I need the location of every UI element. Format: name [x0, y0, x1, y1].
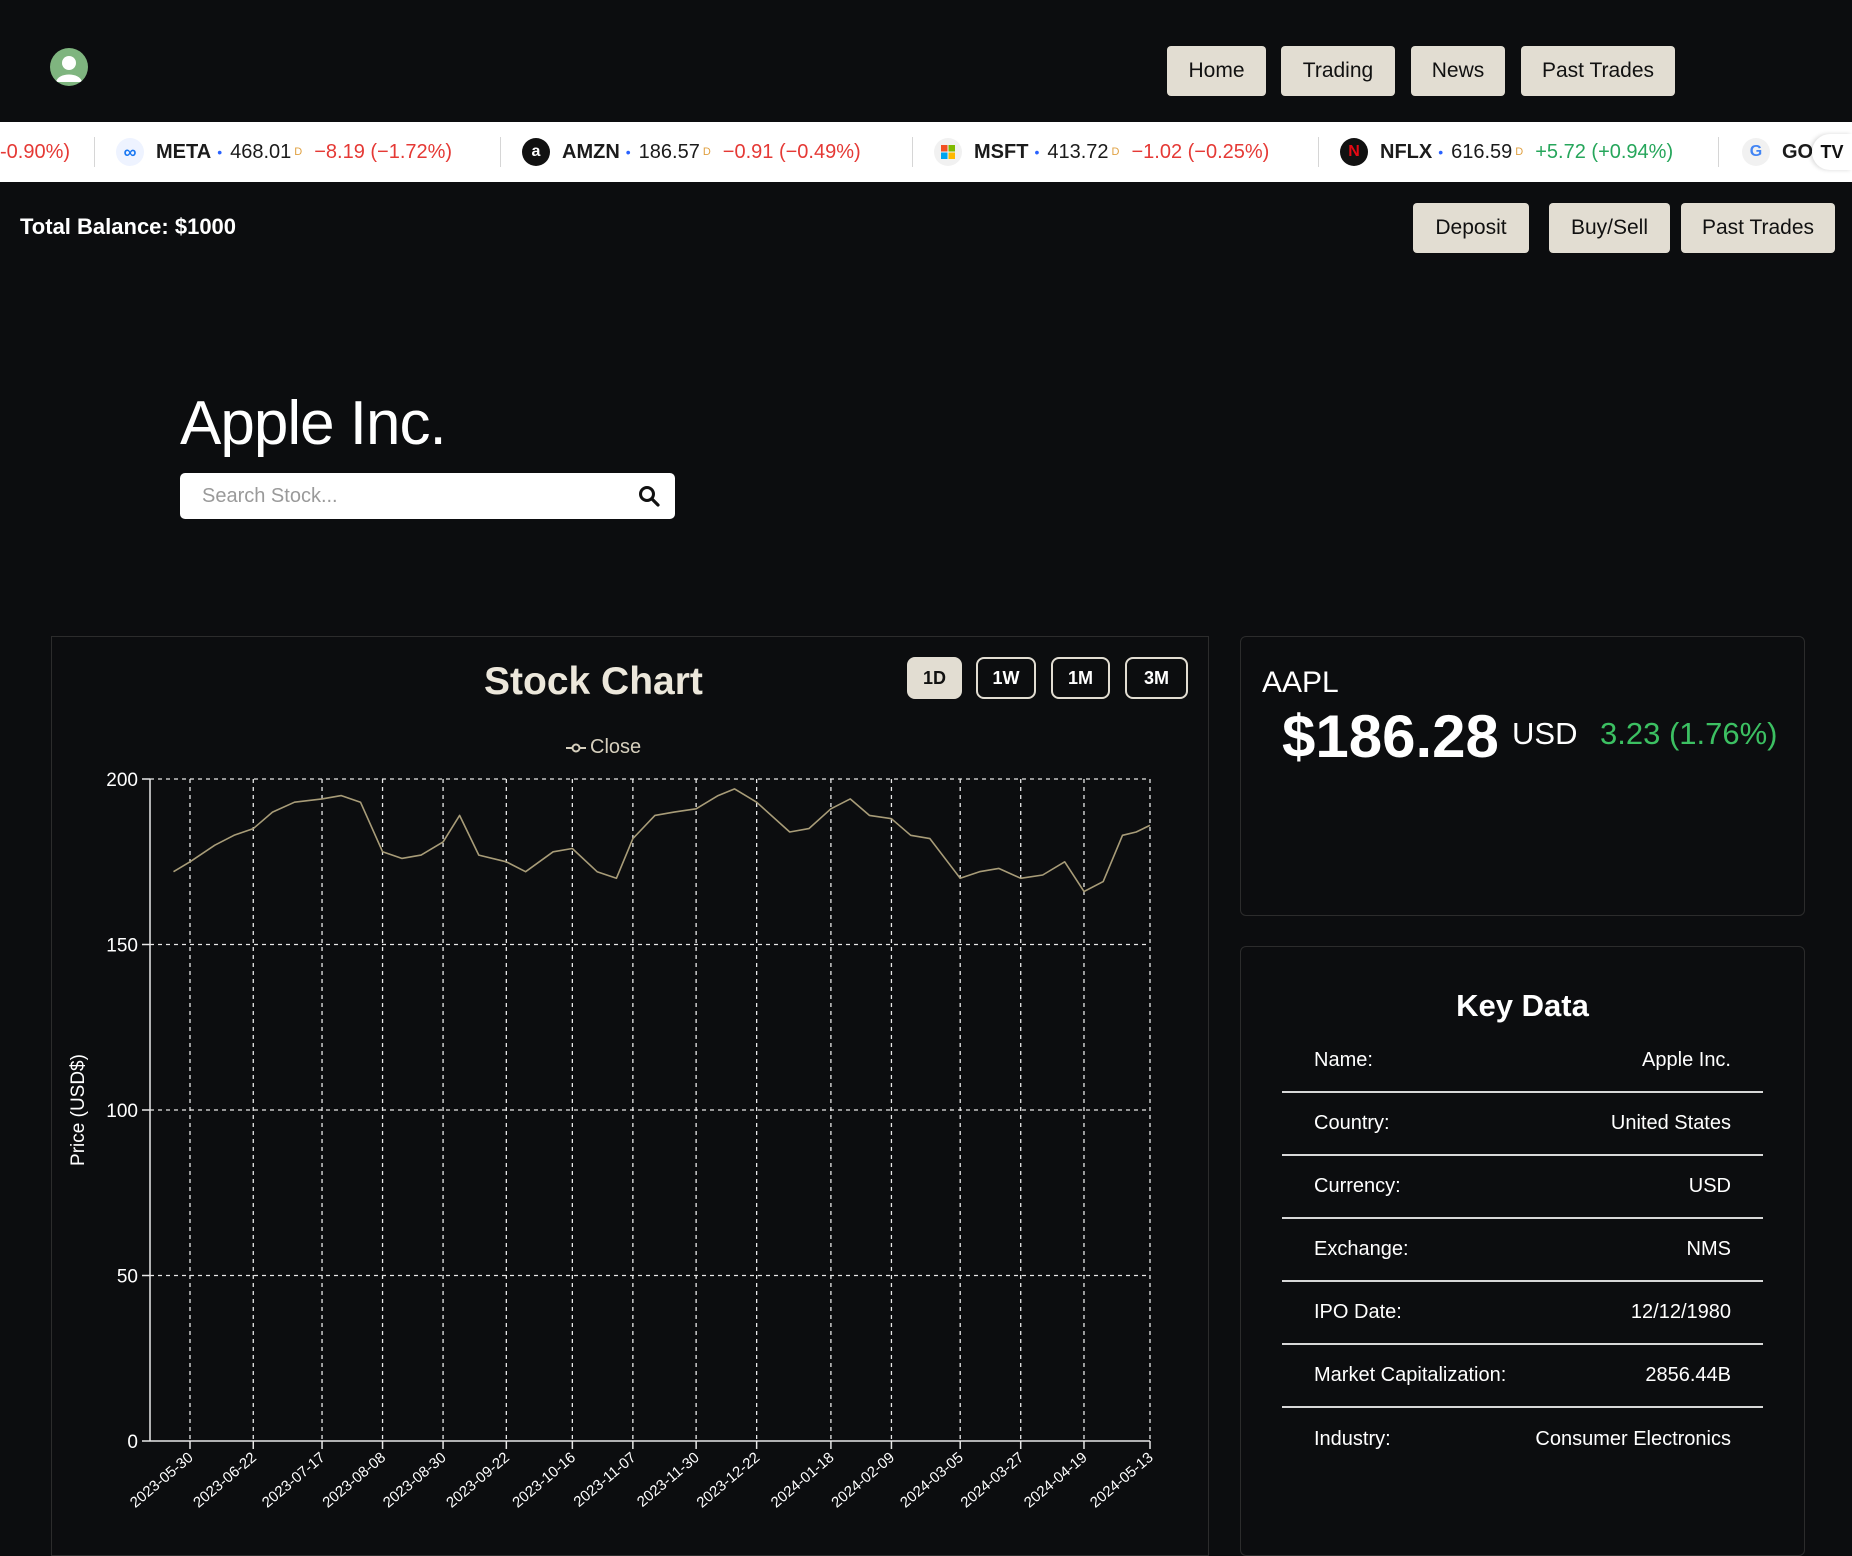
buy-sell-button[interactable]: Buy/Sell — [1549, 203, 1670, 253]
legend-line-icon — [566, 743, 586, 752]
stock-search-input[interactable] — [180, 473, 620, 519]
quote-price: $186.28 — [1282, 703, 1499, 770]
key-data-value: 12/12/1980 — [1630, 1301, 1731, 1323]
quote-currency: USD — [1512, 716, 1578, 751]
nav-home-button[interactable]: Home — [1167, 46, 1266, 96]
key-data-value: Apple Inc. — [1642, 1049, 1731, 1071]
ticker-dot: • — [1438, 144, 1444, 160]
key-data-label: Industry: — [1314, 1428, 1391, 1450]
key-data-row-country: Country: United States — [1282, 1093, 1763, 1156]
key-data-label: Currency: — [1314, 1175, 1401, 1197]
key-data-label: Country: — [1314, 1112, 1390, 1134]
quote-symbol: AAPL — [1262, 666, 1339, 699]
amazon-logo-icon: a — [522, 138, 550, 166]
ticker-dot: • — [217, 144, 223, 160]
ticker-price: 468.01 — [230, 140, 292, 163]
ticker-symbol: NFLX — [1380, 140, 1433, 163]
key-data-row-ipo-date: IPO Date: 12/12/1980 — [1282, 1282, 1763, 1345]
company-title: Apple Inc. — [180, 389, 447, 458]
deposit-button[interactable]: Deposit — [1413, 203, 1529, 253]
key-data-row-market-cap: Market Capitalization: 2856.44B — [1282, 1345, 1763, 1408]
nav-trading-button[interactable]: Trading — [1281, 46, 1395, 96]
ticker-price: 186.57 — [638, 140, 700, 163]
ticker-change: −0.91 (−0.49%) — [722, 140, 861, 163]
ticker-divider — [94, 137, 95, 167]
stock-chart-panel — [51, 636, 1209, 1556]
ticker-symbol: META — [156, 140, 212, 163]
key-data-value: Consumer Electronics — [1535, 1428, 1731, 1450]
key-data-row-exchange: Exchange: NMS — [1282, 1219, 1763, 1282]
quote-card — [1240, 636, 1805, 916]
ticker-item-amzn[interactable]: a AMZN • 186.57 D −0.91 (−0.49%) — [522, 122, 861, 182]
chart-title: Stock Chart — [484, 660, 703, 703]
ticker-change: −8.19 (−1.72%) — [314, 140, 453, 163]
key-data-label: Name: — [1314, 1049, 1373, 1071]
legend-label: Close — [590, 736, 642, 758]
ticker-divider — [500, 137, 501, 167]
microsoft-logo-icon — [934, 138, 962, 166]
ticker-flag: D — [702, 146, 711, 158]
stock-search-box[interactable] — [180, 473, 675, 519]
ticker-symbol: AMZN — [562, 140, 620, 163]
meta-logo-icon: ∞ — [116, 138, 144, 166]
nav-past-trades-button[interactable]: Past Trades — [1521, 46, 1675, 96]
total-balance: Total Balance: $1000 — [20, 214, 237, 239]
ticker-flag: D — [1111, 146, 1120, 158]
key-data-label: Market Capitalization: — [1314, 1364, 1507, 1386]
user-avatar-icon[interactable] — [50, 48, 88, 86]
ticker-change: -0.90%) — [0, 140, 71, 163]
search-icon[interactable] — [637, 484, 661, 513]
ticker-dot: • — [625, 144, 631, 160]
quote-change: 3.23 (1.76%) — [1600, 716, 1778, 751]
range-1m-button[interactable]: 1M — [1051, 657, 1110, 699]
ticker-dot: • — [1034, 144, 1040, 160]
key-data-label: IPO Date: — [1314, 1301, 1402, 1323]
ticker-symbol: GO( — [1782, 140, 1820, 163]
ticker-price: 413.72 — [1047, 140, 1109, 163]
ticker-tape[interactable]: -0.90%) ∞ META • 468.01 D −8.19 (−1.72%)… — [0, 122, 1852, 182]
range-3m-button[interactable]: 3M — [1125, 657, 1188, 699]
google-logo-icon: G — [1742, 138, 1770, 166]
ticker-item-partial[interactable]: -0.90%) — [0, 122, 70, 182]
past-trades-button[interactable]: Past Trades — [1681, 203, 1835, 253]
key-data-value: USD — [1688, 1175, 1731, 1197]
ticker-change: −1.02 (−0.25%) — [1131, 140, 1270, 163]
key-data-label: Exchange: — [1314, 1238, 1409, 1260]
ticker-item-msft[interactable]: MSFT • 413.72 D −1.02 (−0.25%) — [934, 122, 1269, 182]
netflix-logo-icon: N — [1340, 138, 1368, 166]
tradingview-logo-icon[interactable]: TV — [1812, 134, 1852, 170]
ticker-price: 616.59 — [1451, 140, 1513, 163]
ticker-flag: D — [294, 146, 303, 158]
key-data-title: Key Data — [1456, 988, 1589, 1023]
range-1d-button[interactable]: 1D — [907, 657, 962, 699]
key-data-row-industry: Industry: Consumer Electronics — [1282, 1408, 1763, 1471]
key-data-value: United States — [1610, 1112, 1731, 1134]
ticker-item-nflx[interactable]: N NFLX • 616.59 D +5.72 (+0.94%) — [1340, 122, 1673, 182]
ticker-item-goog[interactable]: G GO( — [1742, 122, 1826, 182]
range-1w-button[interactable]: 1W — [976, 657, 1036, 699]
chart-legend[interactable]: Close — [565, 736, 641, 759]
nav-news-button[interactable]: News — [1411, 46, 1505, 96]
ticker-symbol: MSFT — [974, 140, 1029, 163]
ticker-flag: D — [1515, 146, 1524, 158]
key-data-value: 2856.44B — [1645, 1364, 1731, 1386]
ticker-divider — [912, 137, 913, 167]
ticker-item-meta[interactable]: ∞ META • 468.01 D −8.19 (−1.72%) — [116, 122, 452, 182]
ticker-change: +5.72 (+0.94%) — [1535, 140, 1674, 163]
key-data-value: NMS — [1686, 1238, 1731, 1260]
key-data-row-currency: Currency: USD — [1282, 1156, 1763, 1219]
ticker-divider — [1718, 137, 1719, 167]
ticker-divider — [1318, 137, 1319, 167]
key-data-row-name: Name: Apple Inc. — [1282, 1030, 1763, 1093]
